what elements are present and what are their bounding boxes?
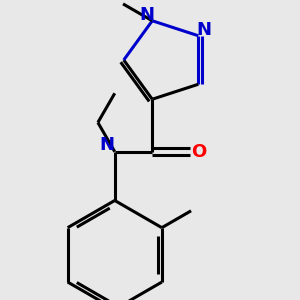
- Text: N: N: [100, 136, 115, 154]
- Text: N: N: [196, 21, 211, 39]
- Text: O: O: [191, 143, 207, 161]
- Text: N: N: [139, 6, 154, 24]
